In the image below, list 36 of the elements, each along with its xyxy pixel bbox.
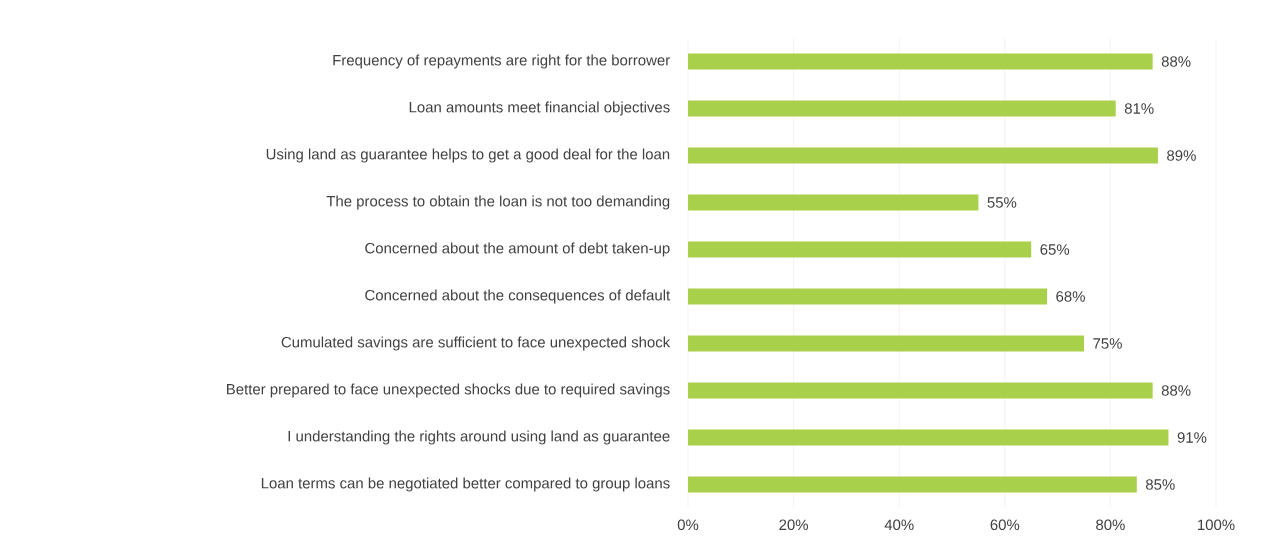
data-label: 89%: [1167, 150, 1196, 161]
data-label: 68%: [1056, 291, 1085, 302]
y-tick-label: The process to obtain the loan is not too demanding: [326, 195, 670, 210]
y-tick-label: Concerned about the amount of debt taken-up: [365, 242, 670, 257]
x-tick-label: 20%: [779, 519, 809, 531]
y-tick-label: Cumulated savings are sufficient to face unexpected shock: [281, 336, 671, 351]
x-tick-label: 60%: [990, 519, 1020, 531]
y-tick-label: Frequency of repayments are right for the borrower: [333, 54, 670, 69]
data-label: 85%: [1145, 479, 1175, 490]
x-tick-label: 0%: [677, 519, 699, 531]
bar: [688, 194, 979, 211]
bar: [688, 382, 1153, 399]
data-label: 65%: [1040, 244, 1070, 255]
x-tick-label: 40%: [884, 519, 914, 531]
y-tick-label: Loan terms can be negotiated better compared to group loans: [261, 477, 670, 492]
bar: [688, 288, 1048, 305]
data-label: 55%: [987, 197, 1017, 208]
data-label: 88%: [1161, 56, 1191, 67]
bar: [688, 53, 1153, 70]
data-label: 81%: [1124, 103, 1154, 114]
bar: [688, 429, 1169, 446]
bar: [688, 476, 1137, 493]
bar: [688, 241, 1032, 258]
x-tick-label: 80%: [1096, 519, 1125, 531]
y-tick-label: Using land as guarantee helps to get a good deal for the loan: [266, 148, 670, 163]
y-tick-label: Concerned about the consequences of default: [365, 289, 671, 304]
y-tick-label: Loan amounts meet financial objectives: [409, 101, 670, 116]
y-tick-label: I understanding the rights around using land as guarantee: [288, 430, 670, 445]
bar: [688, 335, 1085, 352]
data-label: 91%: [1177, 432, 1207, 443]
x-tick-label: 100%: [1198, 519, 1235, 531]
y-tick-label: Better prepared to face unexpected shocks due to required savings: [227, 383, 670, 398]
data-label: 88%: [1161, 385, 1191, 396]
data-label: 75%: [1093, 338, 1122, 349]
bar: [688, 100, 1116, 117]
bar: [688, 147, 1158, 164]
